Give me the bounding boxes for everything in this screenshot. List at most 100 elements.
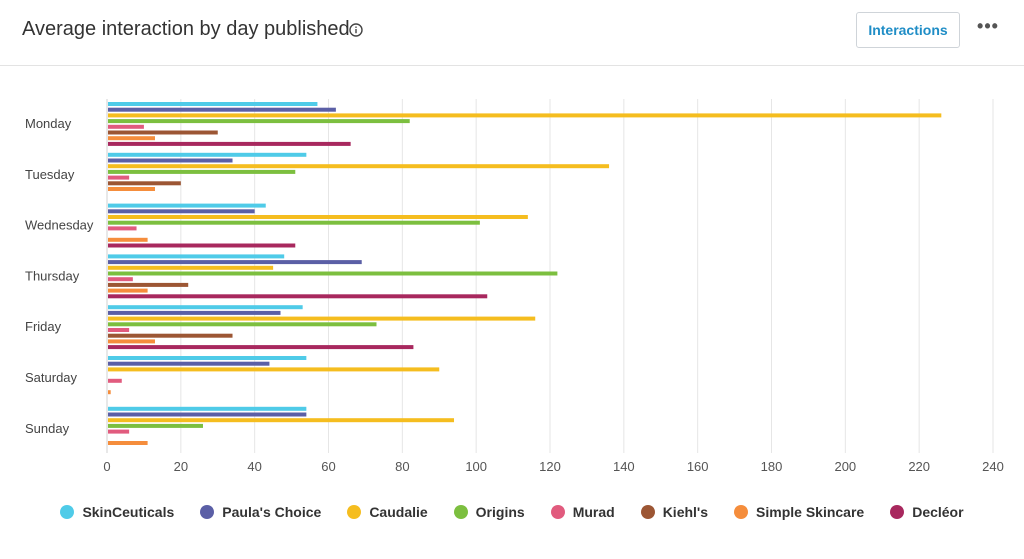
category-label: Saturday	[25, 370, 78, 385]
legend-dot-icon	[640, 505, 655, 519]
x-tick-label: 0	[103, 459, 110, 474]
category-label: Monday	[25, 116, 72, 131]
legend-item[interactable]: Simple Skincare	[734, 504, 864, 520]
bar[interactable]	[108, 203, 266, 208]
legend-dot-icon	[453, 505, 468, 519]
bar[interactable]	[108, 288, 148, 293]
legend-label: Origins	[475, 504, 525, 520]
bar[interactable]	[108, 441, 148, 445]
bar[interactable]	[108, 322, 377, 327]
bar[interactable]	[108, 282, 189, 287]
x-tick-label: 200	[834, 459, 856, 474]
bar[interactable]	[108, 141, 351, 146]
legend-label: Kiehl's	[662, 504, 709, 520]
bar[interactable]	[108, 423, 203, 428]
bar[interactable]	[108, 390, 111, 395]
chart-title: Average interaction by day published	[22, 18, 350, 40]
bar[interactable]	[108, 169, 296, 174]
legend-label: Paula's Choice	[222, 504, 322, 520]
bar[interactable]	[108, 418, 455, 423]
info-icon[interactable]	[349, 23, 363, 37]
x-tick-label: 80	[395, 459, 409, 474]
bar[interactable]	[108, 119, 410, 124]
category-label: Sunday	[25, 421, 70, 436]
legend-dot-icon	[200, 505, 215, 519]
bar[interactable]	[108, 181, 181, 186]
legend-label: Murad	[572, 504, 615, 520]
bar[interactable]	[108, 328, 130, 332]
bar[interactable]	[108, 333, 233, 338]
legend-dot-icon	[734, 505, 749, 519]
x-tick-label: 120	[539, 459, 561, 474]
x-tick-label: 40	[247, 459, 261, 474]
x-tick-label: 240	[982, 459, 1004, 474]
legend-item[interactable]: SkinCeuticals	[60, 504, 174, 520]
bar[interactable]	[108, 102, 318, 106]
legend-dot-icon	[347, 505, 362, 519]
bar[interactable]	[108, 209, 255, 214]
bar[interactable]	[108, 356, 307, 360]
bar[interactable]	[108, 378, 122, 383]
bar[interactable]	[108, 316, 536, 321]
bar[interactable]	[108, 130, 218, 135]
bar[interactable]	[108, 215, 528, 219]
bar[interactable]	[108, 243, 296, 248]
bar[interactable]	[108, 136, 155, 141]
bar[interactable]	[108, 226, 137, 231]
bar[interactable]	[108, 310, 281, 315]
legend-item[interactable]: Paula's Choice	[200, 504, 321, 520]
bar[interactable]	[108, 265, 274, 270]
legend-label: Decléor	[912, 504, 964, 520]
bar[interactable]	[108, 429, 130, 434]
bar[interactable]	[108, 220, 480, 225]
x-tick-label: 60	[321, 459, 335, 474]
x-tick-label: 180	[761, 459, 783, 474]
legend-dot-icon	[550, 505, 565, 519]
bar[interactable]	[108, 254, 285, 259]
bar[interactable]	[108, 187, 155, 191]
more-options-icon[interactable]: •••	[977, 16, 999, 36]
bar[interactable]	[108, 107, 336, 112]
legend-label: Caudalie	[369, 504, 428, 520]
x-tick-label: 160	[687, 459, 709, 474]
bar[interactable]	[108, 260, 362, 265]
bar[interactable]	[108, 271, 558, 276]
interactions-button[interactable]: Interactions	[856, 12, 960, 48]
bar[interactable]	[108, 277, 133, 282]
bar[interactable]	[108, 406, 307, 411]
legend-dot-icon	[60, 505, 75, 519]
legend-label: SkinCeuticals	[82, 504, 175, 520]
legend-dot-icon	[890, 505, 905, 519]
bar[interactable]	[108, 367, 440, 372]
legend-item[interactable]: Kiehl's	[640, 504, 709, 520]
bar[interactable]	[108, 164, 610, 169]
bar[interactable]	[108, 237, 148, 242]
legend-item[interactable]: Decléor	[890, 504, 964, 520]
bar[interactable]	[108, 124, 144, 129]
bar[interactable]	[108, 113, 942, 118]
category-label: Thursday	[25, 268, 80, 283]
legend-item[interactable]: Origins	[453, 504, 525, 520]
bar[interactable]	[108, 305, 303, 310]
chart-header: Average interaction by day published Int…	[0, 0, 1024, 66]
bar[interactable]	[108, 294, 488, 299]
chart-legend: SkinCeuticals Paula's Choice Caudalie Origi…	[0, 500, 1024, 524]
bar[interactable]	[108, 158, 233, 163]
x-tick-label: 220	[908, 459, 930, 474]
legend-item[interactable]: Murad	[550, 504, 615, 520]
bar[interactable]	[108, 175, 130, 180]
bar[interactable]	[108, 339, 155, 344]
bar[interactable]	[108, 152, 307, 157]
x-tick-label: 140	[613, 459, 635, 474]
bar[interactable]	[108, 345, 414, 350]
legend-label: Simple Skincare	[756, 504, 865, 520]
category-label: Wednesday	[25, 218, 94, 233]
x-tick-label: 20	[174, 459, 188, 474]
bar-chart: 0 20 40 60 80 100 120 140 160 180 200 220 240 Monday T…	[25, 99, 1004, 474]
category-label: Friday	[25, 319, 62, 334]
category-label: Tuesday	[25, 167, 75, 182]
bar[interactable]	[108, 361, 270, 366]
bar[interactable]	[108, 412, 307, 417]
x-tick-label: 100	[465, 459, 487, 474]
legend-item[interactable]: Caudalie	[347, 504, 428, 520]
